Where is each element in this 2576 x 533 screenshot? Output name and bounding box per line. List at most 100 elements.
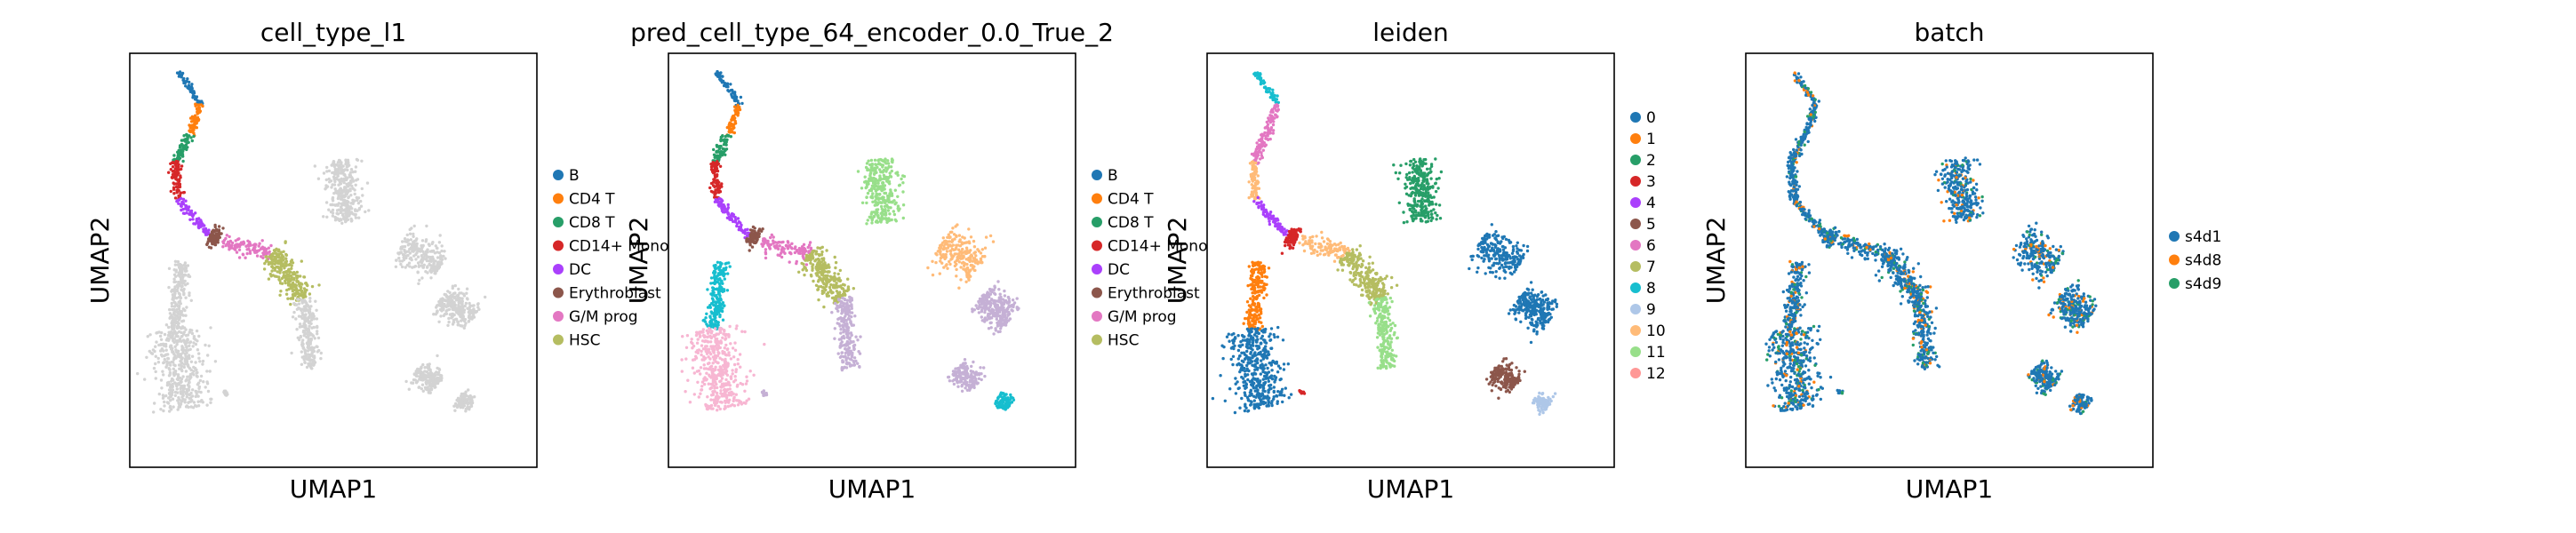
data-point	[757, 227, 762, 232]
data-point	[278, 293, 282, 297]
data-point	[177, 274, 180, 277]
data-point	[722, 266, 725, 271]
data-point	[856, 170, 860, 173]
data-point	[286, 297, 290, 300]
data-point	[177, 198, 180, 203]
data-point	[711, 190, 715, 194]
data-point	[957, 256, 962, 260]
data-point	[212, 228, 215, 232]
data-point	[436, 370, 441, 375]
data-point	[294, 317, 298, 321]
data-point	[395, 259, 398, 262]
data-point	[177, 202, 180, 205]
data-point	[169, 162, 172, 165]
data-point	[834, 266, 837, 270]
data-point	[733, 108, 737, 112]
data-point	[715, 184, 718, 188]
data-point	[185, 404, 188, 408]
data-point	[171, 331, 174, 335]
data-point	[724, 343, 728, 347]
data-point	[309, 333, 313, 337]
data-point	[727, 354, 731, 357]
data-point	[181, 346, 185, 350]
data-point	[844, 309, 848, 313]
data-point	[863, 180, 867, 184]
data-point	[860, 187, 864, 190]
data-point	[436, 246, 439, 251]
data-point	[768, 247, 772, 251]
data-point	[169, 363, 172, 367]
data-point	[740, 330, 744, 333]
data-point	[958, 244, 963, 248]
data-point	[195, 374, 198, 378]
data-point	[692, 344, 696, 348]
data-point	[286, 279, 291, 283]
data-point	[888, 212, 892, 216]
data-point	[778, 244, 781, 248]
data-point	[181, 197, 186, 201]
data-point	[959, 266, 963, 269]
data-point	[299, 334, 302, 338]
data-point	[167, 266, 172, 270]
data-point	[267, 277, 271, 281]
data-point	[367, 209, 371, 212]
data-point	[417, 264, 421, 267]
data-point	[292, 301, 296, 306]
data-point	[953, 237, 956, 241]
data-point	[319, 356, 323, 361]
data-point	[189, 212, 193, 217]
data-point	[447, 320, 451, 324]
data-point	[891, 160, 894, 164]
data-point	[365, 181, 370, 185]
data-point	[436, 366, 439, 370]
data-point	[179, 267, 182, 271]
data-point	[193, 403, 197, 408]
data-point	[729, 214, 733, 218]
data-point	[192, 213, 196, 217]
data-point	[172, 154, 176, 157]
data-point	[423, 366, 427, 370]
data-point	[715, 391, 719, 395]
data-point	[340, 177, 343, 181]
data-point	[154, 345, 157, 348]
data-point	[731, 346, 735, 350]
data-point	[457, 298, 460, 302]
data-point	[421, 389, 425, 393]
data-point	[723, 346, 726, 350]
data-point	[332, 160, 336, 163]
data-point	[309, 305, 313, 308]
data-point	[305, 288, 308, 292]
data-point	[171, 346, 174, 350]
data-point	[332, 183, 337, 187]
data-point	[196, 400, 200, 403]
data-point	[883, 198, 886, 203]
data-point	[196, 117, 201, 122]
data-point	[710, 169, 715, 173]
data-point	[170, 301, 173, 306]
data-point	[192, 373, 196, 377]
data-point	[724, 399, 727, 403]
data-point	[196, 394, 200, 398]
data-point	[177, 148, 180, 152]
data-point	[194, 361, 197, 364]
data-point	[719, 366, 723, 370]
data-point	[301, 346, 305, 350]
data-point	[211, 242, 214, 246]
data-point	[167, 325, 171, 330]
data-point	[734, 327, 738, 330]
data-point	[300, 362, 304, 366]
data-point	[955, 246, 958, 250]
data-point	[464, 322, 468, 325]
data-point	[180, 148, 185, 152]
data-point	[173, 280, 178, 283]
data-point	[168, 410, 172, 413]
data-point	[269, 243, 273, 248]
data-point	[351, 198, 355, 202]
data-point	[189, 405, 193, 409]
data-point	[816, 246, 820, 250]
data-point	[192, 370, 196, 373]
data-point	[853, 314, 857, 318]
data-point	[859, 335, 862, 338]
data-point	[354, 170, 357, 173]
